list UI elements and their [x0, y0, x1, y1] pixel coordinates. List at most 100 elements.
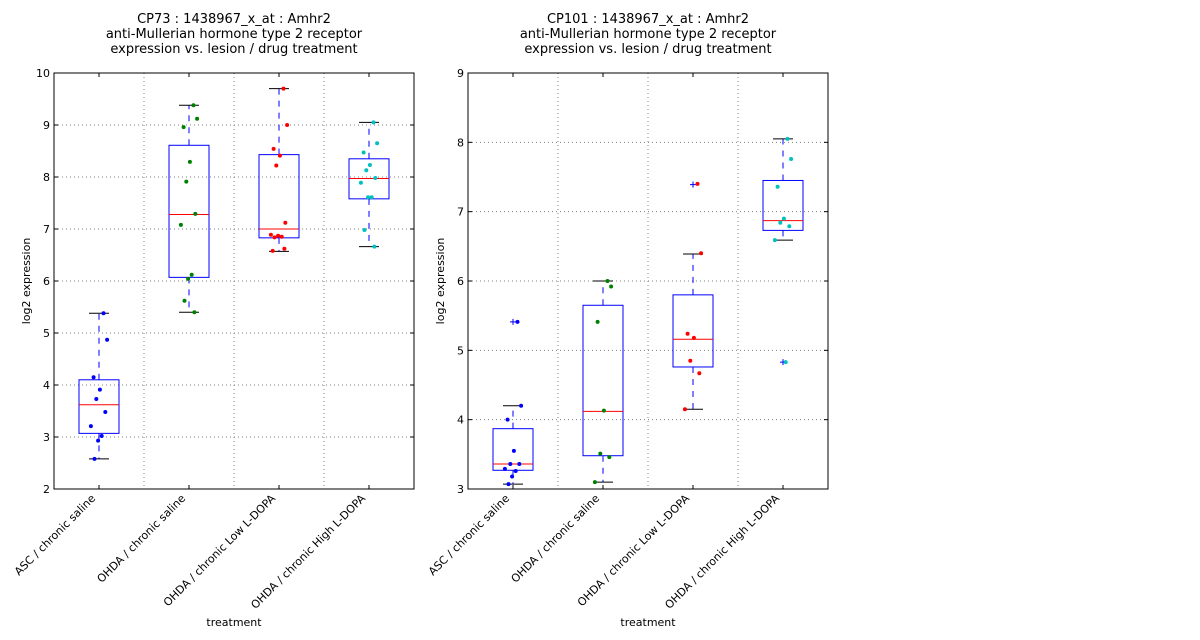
data-point — [519, 403, 524, 408]
data-point — [192, 310, 197, 315]
data-point — [195, 116, 200, 121]
data-point — [682, 407, 687, 412]
data-point — [97, 387, 102, 392]
data-point — [601, 408, 606, 413]
data-point — [88, 424, 93, 429]
box-3 — [672, 181, 714, 412]
data-point — [598, 451, 603, 456]
box-3 — [258, 86, 300, 253]
data-point — [691, 335, 696, 340]
y-tick-label: 6 — [457, 275, 464, 288]
data-point — [510, 474, 515, 479]
data-point — [92, 456, 97, 461]
data-point — [105, 337, 110, 342]
data-point — [193, 211, 198, 216]
y-axis-label: log2 expression — [434, 238, 447, 325]
data-point — [609, 284, 614, 289]
x-category-label: ASC / chronic saline — [426, 492, 512, 578]
data-point — [697, 371, 702, 376]
data-point — [367, 163, 372, 168]
data-point — [276, 233, 281, 238]
chart-panel-1: CP73 : 1438967_x_at : Amhr2anti-Mulleria… — [12, 12, 415, 629]
x-category-label: ASC / chronic saline — [12, 492, 98, 578]
x-category-label: OHDA / chronic saline — [509, 492, 603, 586]
x-axis-label: treatment — [206, 616, 262, 629]
box-iqr — [258, 154, 300, 239]
data-point — [785, 136, 790, 141]
data-point — [592, 480, 597, 485]
x-category-label: OHDA / chronic saline — [95, 492, 189, 586]
box-4 — [762, 136, 804, 366]
data-point — [277, 153, 282, 158]
data-point — [187, 159, 192, 164]
data-point — [789, 156, 794, 161]
box-iqr — [492, 428, 534, 471]
y-tick-label: 5 — [457, 344, 464, 357]
data-point — [181, 125, 186, 130]
data-point — [283, 220, 288, 225]
data-point — [699, 251, 704, 256]
data-point — [607, 455, 612, 460]
y-tick-label: 6 — [43, 275, 50, 288]
y-tick-label: 4 — [457, 414, 464, 427]
x-axis-label: treatment — [620, 616, 676, 629]
data-point — [184, 179, 189, 184]
y-tick-label: 3 — [457, 483, 464, 496]
data-point — [373, 176, 378, 181]
y-axis-label: log2 expression — [20, 238, 33, 325]
box-2 — [168, 103, 210, 315]
data-point — [364, 168, 369, 173]
data-point — [361, 150, 366, 155]
data-point — [372, 244, 377, 249]
y-tick-label: 10 — [36, 67, 50, 80]
data-point — [778, 220, 783, 225]
data-point — [695, 181, 700, 186]
box-4 — [348, 120, 390, 249]
data-point — [775, 184, 780, 189]
y-tick-label: 7 — [43, 223, 50, 236]
data-point — [375, 141, 380, 146]
data-point — [371, 120, 376, 125]
data-point — [91, 375, 96, 380]
data-point — [511, 448, 516, 453]
chart-title-line: CP73 : 1438967_x_at : Amhr2 — [137, 12, 331, 27]
y-tick-label: 5 — [43, 327, 50, 340]
data-point — [781, 216, 786, 221]
data-point — [783, 360, 788, 365]
chart-title-line: expression vs. lesion / drug treatment — [524, 42, 771, 57]
y-tick-label: 8 — [457, 136, 464, 149]
data-point — [282, 246, 287, 251]
data-point — [182, 298, 187, 303]
data-point — [508, 462, 513, 467]
data-point — [605, 279, 610, 283]
data-point — [366, 195, 371, 200]
data-point — [506, 482, 511, 487]
chart-title-line: anti-Mullerian hormone type 2 receptor — [106, 27, 363, 42]
chart-title-line: expression vs. lesion / drug treatment — [110, 42, 357, 57]
data-point — [685, 331, 690, 336]
data-point — [688, 358, 693, 363]
data-point — [94, 397, 99, 402]
box-iqr — [168, 144, 210, 278]
data-point — [268, 232, 273, 237]
box-iqr — [78, 379, 120, 434]
chart-title-line: CP101 : 1438967_x_at : Amhr2 — [547, 12, 749, 27]
chart-panel-2: CP101 : 1438967_x_at : Amhr2anti-Mulleri… — [426, 12, 829, 629]
chart-title-line: anti-Mullerian hormone type 2 receptor — [520, 27, 777, 42]
data-point — [595, 319, 600, 324]
data-point — [96, 438, 101, 443]
y-tick-label: 3 — [43, 431, 50, 444]
data-point — [272, 235, 277, 240]
y-tick-label: 8 — [43, 171, 50, 184]
data-point — [186, 276, 191, 281]
data-point — [101, 311, 106, 316]
data-point — [505, 417, 510, 422]
data-point — [279, 234, 284, 239]
outlier-marker — [510, 318, 516, 325]
data-point — [270, 248, 275, 253]
data-point — [515, 319, 520, 324]
data-point — [281, 86, 286, 91]
box-iqr — [672, 294, 714, 368]
data-point — [369, 195, 374, 200]
